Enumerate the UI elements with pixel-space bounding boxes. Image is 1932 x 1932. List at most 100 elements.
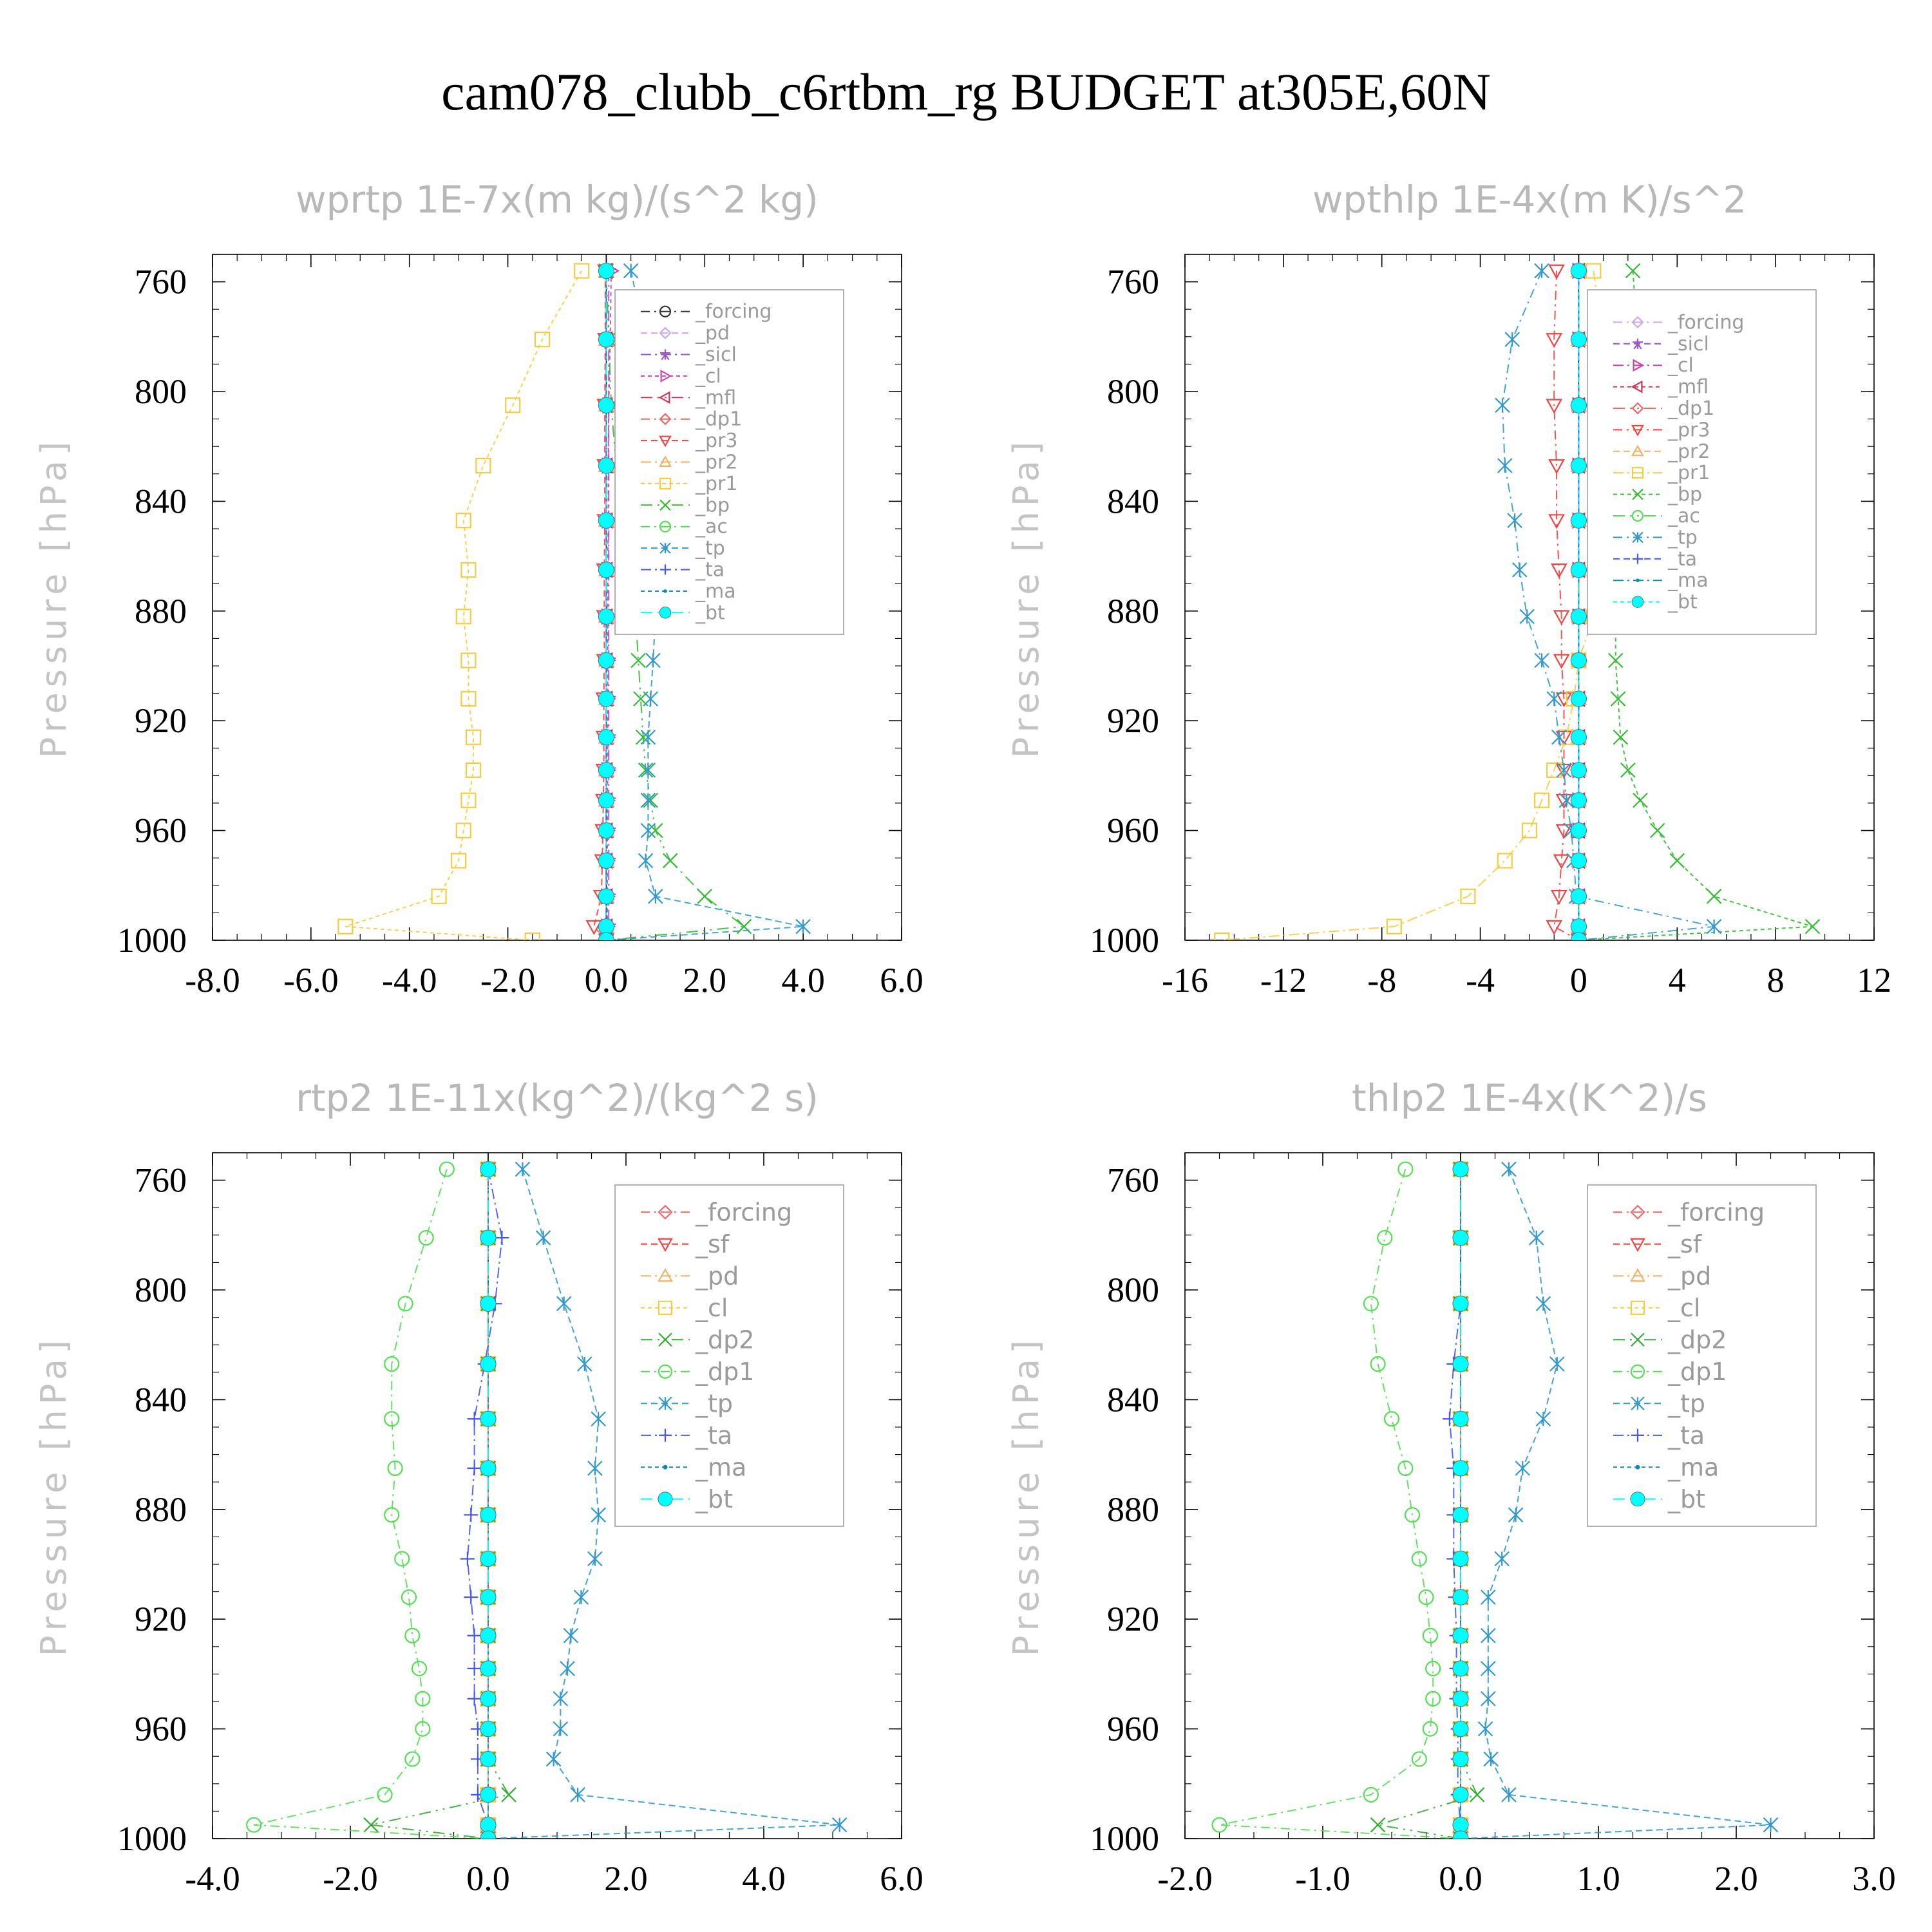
point_pr1 [431,888,447,904]
point_bt [598,652,615,669]
point_tp [1535,1411,1551,1426]
point_bt [598,262,615,279]
point_bt [1452,1660,1469,1677]
legend-marker [658,1238,673,1253]
point_bt [480,1295,497,1312]
legend-marker [658,1204,673,1220]
legend-marker [1631,1428,1644,1442]
x-tick-label: 12 [1857,961,1891,999]
point_bt [1452,1550,1469,1567]
figure-title: cam078_clubb_c6rtbm_rg BUDGET at305E,60N [441,62,1491,121]
point_ta [467,1461,482,1475]
point_tp [591,1507,606,1523]
legend-marker [659,455,672,468]
point_pr1 [1497,853,1513,869]
point_tp [1483,1751,1499,1767]
point_pr1 [460,792,477,808]
x-tick-label: -12 [1260,961,1307,999]
legend-marker [1631,424,1644,437]
legend-label: _sf [695,1230,730,1258]
legend-label: _tp [695,1389,733,1417]
legend-marker [663,1464,668,1470]
x-tick-label: 8 [1767,961,1785,999]
point_ta [467,1661,482,1676]
point_tp [587,1551,603,1567]
legend-label: _pr1 [695,473,737,495]
point_dp1 [1363,1786,1379,1803]
point_dp1 [418,1229,434,1246]
point_bp [1633,792,1648,808]
point_ta [467,1628,482,1643]
x-tick-label: 2.0 [604,1859,648,1898]
point_tp [643,691,658,706]
point_dp1 [377,1786,393,1803]
legend-box [1587,289,1817,635]
legend-label: _ma [695,580,736,603]
point_bt [480,1589,497,1605]
point_dp1 [1425,1690,1441,1707]
subplot-title: rtp2 1E-11x(kg^2)/(kg^2 s) [296,1076,819,1120]
point_pr3 [1546,399,1563,414]
series-line_dp1 [253,1169,489,1839]
point_dp1 [384,1507,400,1523]
point_bt [598,852,615,869]
y-axis-label: Pressure [hPa] [1006,1335,1046,1656]
point_dp1 [1422,1627,1439,1643]
point_tp [1481,1589,1496,1605]
legend-label: _pr3 [1667,419,1710,441]
point_dp1 [397,1296,413,1312]
point_pr1 [505,397,521,413]
legend-label: _cl [695,1294,728,1322]
point_bt [598,457,615,474]
legend-marker [659,607,672,619]
point_tp [1535,1296,1551,1312]
y-tick-label: 1000 [1090,921,1159,960]
point_bt [1570,512,1587,529]
y-tick-label: 800 [135,1271,187,1309]
point_tp [563,1627,579,1643]
x-tick-label: -4.0 [185,1859,240,1898]
legend-label: _dp1 [695,408,742,431]
series-line_tp [488,1169,840,1839]
legend-label: _dp1 [695,1358,754,1386]
point_bt [1452,1817,1469,1833]
point_tp [1558,792,1575,808]
point_bt [1452,1356,1469,1372]
point_bp [663,853,678,869]
legend: _forcing_pd_sicl_cl_mfl_dp1_pr3_pr2_pr1_… [614,289,844,635]
legend-marker [659,499,671,511]
point_tp [648,889,663,904]
x-tick-label: 3.0 [1852,1859,1896,1898]
point_tp [560,1661,575,1676]
y-tick-label: 1000 [1090,1819,1159,1858]
legend-label: _pd [695,1262,739,1290]
point_bp [1649,822,1665,838]
point_dp1 [246,1817,262,1833]
legend-marker [1631,1396,1645,1411]
point_pr3 [1553,854,1570,869]
point_tp [638,853,654,869]
point_tp [535,1230,551,1245]
point_bt [480,1690,497,1707]
legend-marker [659,1428,672,1442]
point_pr1 [574,263,590,279]
point_dp2 [1370,1817,1386,1833]
point_dp1 [1377,1229,1393,1246]
legend-marker [1631,596,1644,608]
point_bt [598,608,615,625]
legend-label: _ma [1667,1453,1719,1481]
legend-marker [1631,444,1644,457]
legend-marker [1632,488,1643,500]
point_dp1 [1418,1589,1434,1605]
subplot-title: wpthlp 1E-4x(m K)/s^2 [1312,178,1747,222]
point_tp [1481,1627,1496,1643]
point_tp [1497,458,1513,473]
point_dp1 [1370,1356,1386,1372]
point_bt [480,1750,497,1768]
subplot-title: thlp2 1E-4x(K^2)/s [1352,1076,1707,1120]
point_bt [480,1550,497,1567]
point_tp [587,1461,603,1476]
point_tp [1706,918,1722,934]
point_bp [643,792,658,808]
y-tick-label: 840 [135,482,187,520]
